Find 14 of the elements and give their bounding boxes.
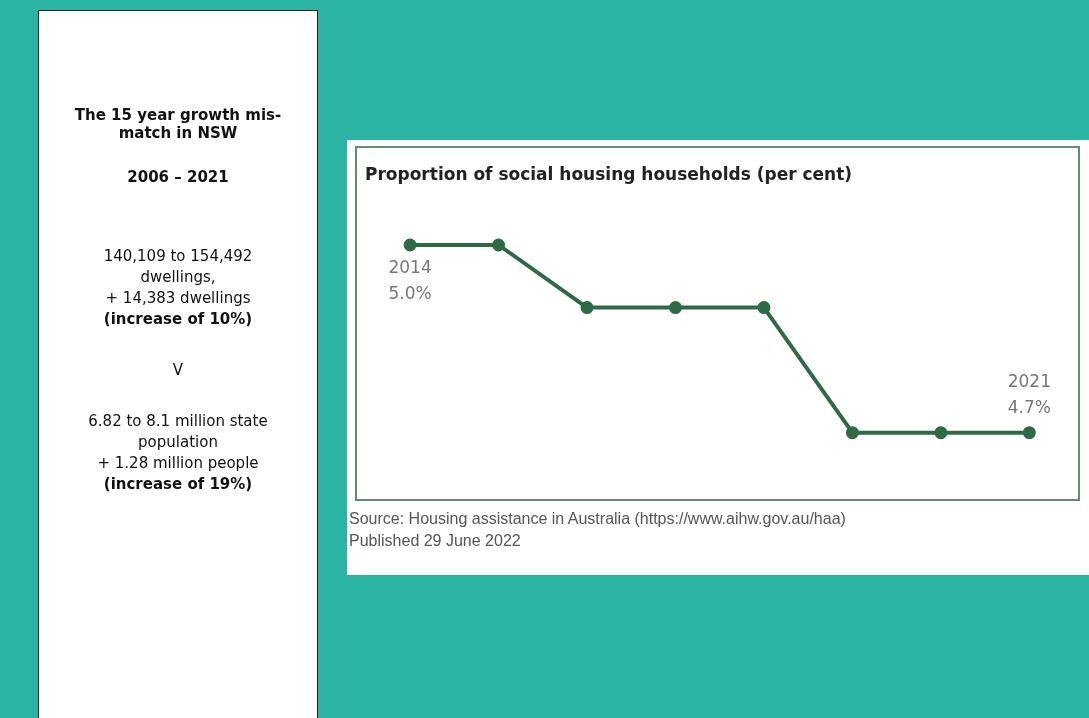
source-note: Source: Housing assistance in Australia (https://www.aihw.gov.au/haa): [349, 509, 846, 529]
text: 6.82 to 8.1 million state population + 1.28 million people: [87, 411, 269, 474]
text: V: [171, 360, 185, 381]
x-tick-label: 2014: [388, 256, 432, 277]
text: 2006 – 2021: [126, 168, 230, 186]
text: (increase of 19%): [102, 474, 254, 495]
x-tick-label: 2021: [1007, 370, 1051, 391]
data-label: 5.0%: [388, 282, 432, 303]
data-label: 4.7%: [1007, 396, 1051, 417]
text: (increase of 10%): [102, 309, 254, 330]
text: 140,109 to 154,492 dwellings, + 14,383 dwellings: [102, 246, 254, 309]
chart-title: Proportion of social housing households (per cent): [365, 164, 853, 184]
text: The 15 year growth mis-match in NSW: [73, 106, 283, 142]
text: Published 29 June 2022: [349, 531, 522, 551]
